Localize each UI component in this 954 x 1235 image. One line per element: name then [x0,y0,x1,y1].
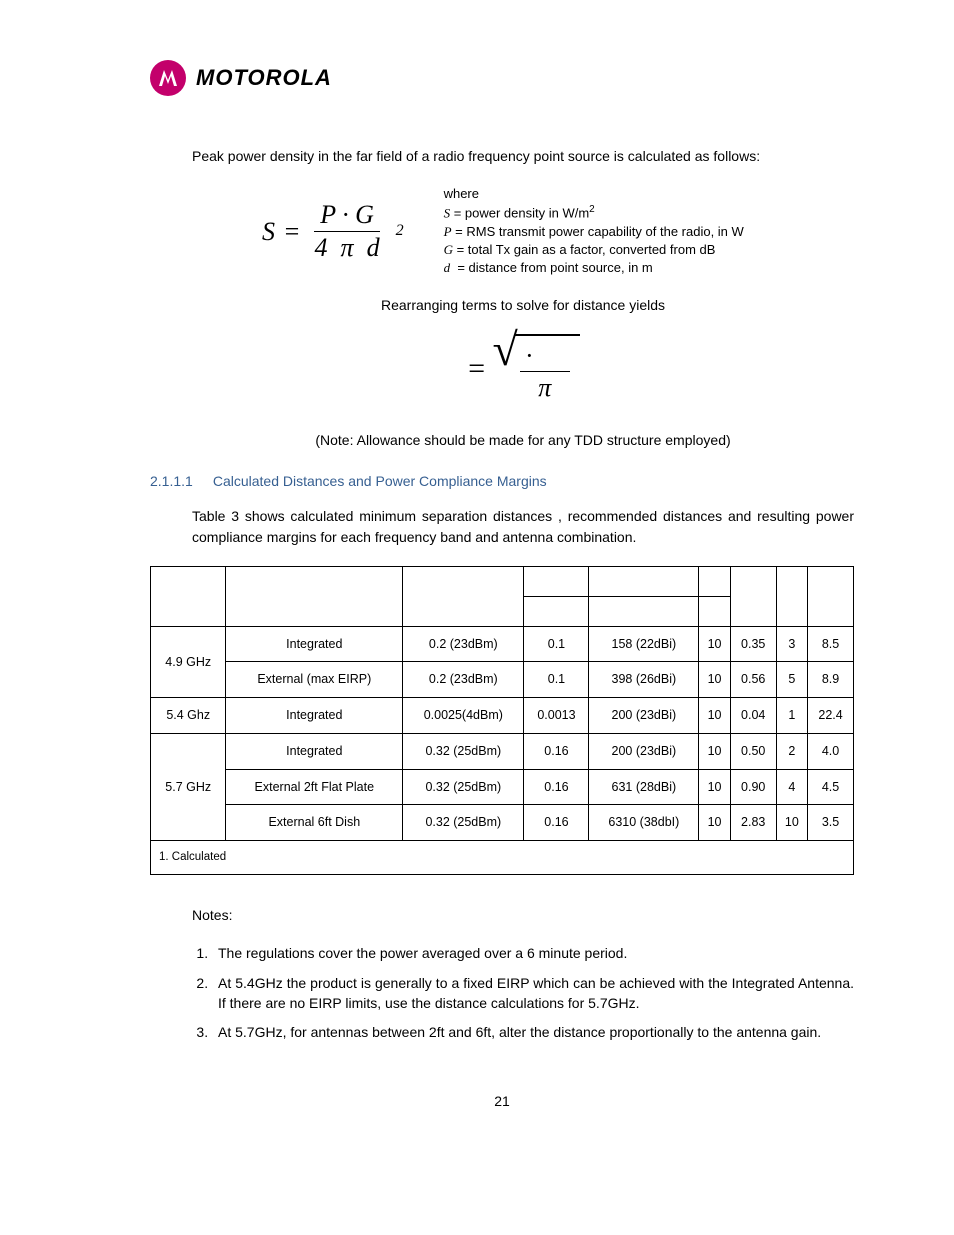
cell: 5 [776,662,807,698]
cell: 0.1 [524,626,589,662]
content-body: Peak power density in the far field of a… [192,146,854,1043]
cell: 2 [776,733,807,769]
cell: 0.2 (23dBm) [403,662,524,698]
cell: 22.4 [808,698,854,734]
cell: 4 [776,769,807,805]
table-footnote: 1. Calculated [151,841,854,875]
cell: 10 [699,733,730,769]
cell: External 6ft Dish [226,805,403,841]
eq2-den: π [532,372,557,403]
cell: Integrated [226,733,403,769]
where-p: P = RMS transmit power capability of the… [444,223,744,241]
cell: 3.5 [808,805,854,841]
cell: 158 (22dBi) [589,626,699,662]
where-g: G = total Tx gain as a factor, converted… [444,241,744,259]
cell: 398 (26dBi) [589,662,699,698]
cell-band: 5.7 GHz [151,733,226,840]
cell: 3 [776,626,807,662]
eq-equals: = [283,212,301,251]
cell: 0.16 [524,805,589,841]
section-title: Calculated Distances and Power Complianc… [213,471,547,492]
eq2-num: · [520,340,570,372]
cell: 0.56 [730,662,776,698]
cell: External (max EIRP) [226,662,403,698]
cell: 631 (28dBi) [589,769,699,805]
where-legend: where S = power density in W/m2 P = RMS … [444,185,744,277]
table-intro: Table 3 shows calculated minimum separat… [192,506,854,548]
cell: 0.16 [524,769,589,805]
list-item: The regulations cover the power averaged… [212,944,854,964]
table-row: External (max EIRP)0.2 (23dBm)0.1398 (26… [151,662,854,698]
cell-band: 4.9 GHz [151,626,226,698]
table-row: External 2ft Flat Plate0.32 (25dBm)0.166… [151,769,854,805]
cell: 200 (23dBi) [589,698,699,734]
eq-exponent: 2 [396,219,404,243]
cell: 10 [699,662,730,698]
formula-distance: = √ · π [192,334,854,403]
where-s: S = power density in W/m2 [444,203,744,223]
eq-fraction: P · G 4 π d [309,199,386,262]
rearranging-text: Rearranging terms to solve for distance … [192,295,854,316]
cell: 0.04 [730,698,776,734]
cell: 10 [699,769,730,805]
tdd-note: (Note: Allowance should be made for any … [192,430,854,451]
motorola-logo-icon [150,60,186,96]
cell: 4.0 [808,733,854,769]
cell: 0.1 [524,662,589,698]
list-item: At 5.4GHz the product is generally to a … [212,974,854,1013]
cell: 0.50 [730,733,776,769]
cell: 0.16 [524,733,589,769]
equation-spg: S = P · G 4 π d 2 [262,199,404,262]
page: MOTOROLA Peak power density in the far f… [0,0,954,1149]
cell: 0.32 (25dBm) [403,769,524,805]
eq-lhs: S [262,212,275,251]
cell: 10 [699,698,730,734]
cell: 2.83 [730,805,776,841]
table-row: 5.7 GHzIntegrated0.32 (25dBm)0.16200 (23… [151,733,854,769]
eq-denominator: 4 π d [309,232,386,263]
table-row: External 6ft Dish0.32 (25dBm)0.166310 (3… [151,805,854,841]
where-d: d = distance from point source, in m [444,259,744,277]
sqrt-icon: √ · π [493,334,580,403]
cell: 4.5 [808,769,854,805]
brand-header: MOTOROLA [150,60,854,96]
cell: 0.32 (25dBm) [403,733,524,769]
cell: 6310 (38dbI) [589,805,699,841]
notes-heading: Notes: [192,905,854,926]
eq-numerator: P · G [314,199,380,231]
cell: 0.90 [730,769,776,805]
cell: 0.32 (25dBm) [403,805,524,841]
cell: 8.9 [808,662,854,698]
page-number: 21 [150,1093,854,1109]
brand-name: MOTOROLA [196,65,332,91]
formula-power-density: S = P · G 4 π d 2 where S = power densit… [262,185,854,277]
cell: 0.2 (23dBm) [403,626,524,662]
eq2-equals: = [466,346,486,391]
intro-paragraph: Peak power density in the far field of a… [192,146,854,167]
list-item: At 5.7GHz, for antennas between 2ft and … [212,1023,854,1043]
cell: 200 (23dBi) [589,733,699,769]
section-number: 2.1.1.1 [150,471,193,492]
table-header-row-1 [151,566,854,596]
cell: 0.35 [730,626,776,662]
table-row: 4.9 GHzIntegrated0.2 (23dBm)0.1158 (22dB… [151,626,854,662]
section-heading: 2.1.1.1 Calculated Distances and Power C… [192,471,854,492]
compliance-table: 4.9 GHzIntegrated0.2 (23dBm)0.1158 (22dB… [150,566,854,876]
cell: 10 [776,805,807,841]
cell: Integrated [226,698,403,734]
cell-band: 5.4 Ghz [151,698,226,734]
table-row: 5.4 GhzIntegrated0.0025(4dBm)0.0013200 (… [151,698,854,734]
cell: 1 [776,698,807,734]
equation-distance: = √ · π [466,334,580,403]
eq2-fraction: · π [520,340,570,403]
cell: 0.0013 [524,698,589,734]
notes-list: The regulations cover the power averaged… [192,944,854,1042]
cell: 10 [699,805,730,841]
cell: External 2ft Flat Plate [226,769,403,805]
cell: 0.0025(4dBm) [403,698,524,734]
cell: 10 [699,626,730,662]
cell: 8.5 [808,626,854,662]
cell: Integrated [226,626,403,662]
where-title: where [444,185,744,203]
